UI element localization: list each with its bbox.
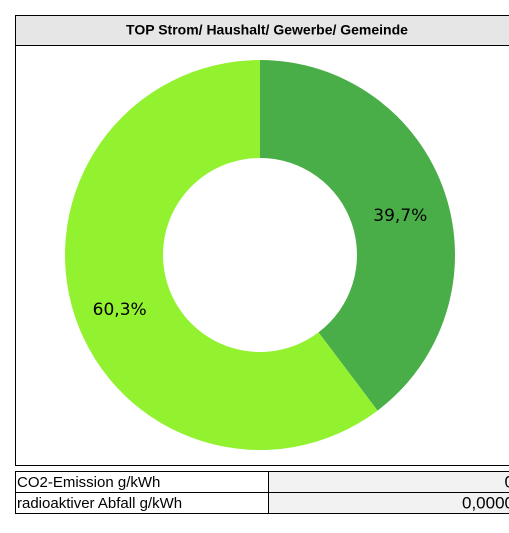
donut-segment	[260, 60, 456, 411]
row-label: CO2-Emission g/kWh	[17, 474, 160, 491]
row-value: 0	[505, 472, 509, 491]
table-cell	[268, 492, 509, 514]
chart-title: TOP Strom/ Haushalt/ Gewerbe/ Gemeinde	[126, 22, 408, 38]
data-label: 39,7%	[373, 206, 427, 226]
donut-segment	[65, 60, 378, 450]
data-label: 60,3%	[93, 300, 147, 320]
row-label: radioaktiver Abfall g/kWh	[17, 495, 182, 512]
title-box	[15, 15, 509, 46]
row-value: 0,0000	[462, 493, 509, 512]
donut: 39,7% 60,3%	[65, 60, 456, 450]
table-cell	[268, 471, 509, 493]
